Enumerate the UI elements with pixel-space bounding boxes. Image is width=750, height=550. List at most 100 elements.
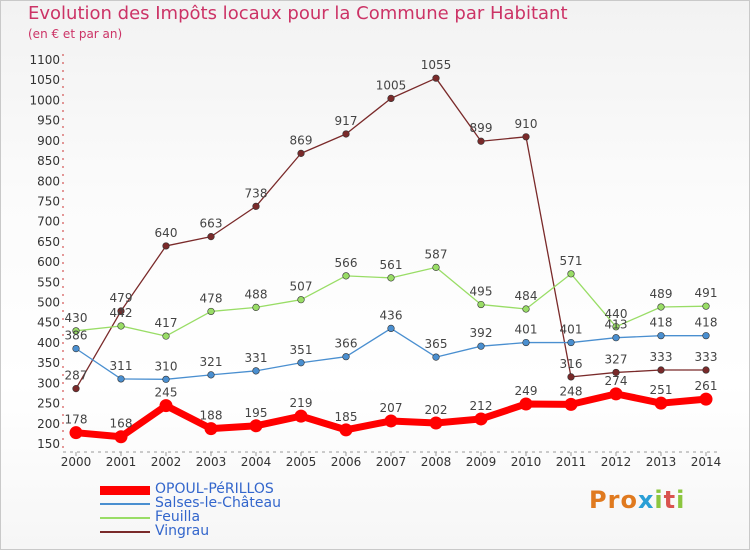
legend-swatch xyxy=(100,486,150,495)
data-label: 478 xyxy=(200,291,223,305)
x-tick-label: 2002 xyxy=(151,455,182,469)
data-label: 571 xyxy=(560,254,583,268)
data-point xyxy=(387,324,395,332)
data-label: 310 xyxy=(155,359,178,373)
series-lines xyxy=(69,74,713,444)
data-label: 219 xyxy=(290,396,313,410)
data-point xyxy=(342,353,350,361)
data-point xyxy=(519,397,533,411)
data-label: 195 xyxy=(245,406,268,420)
data-point xyxy=(342,272,350,280)
x-tick-label: 2009 xyxy=(466,455,497,469)
axes: 150 200 250 300 350 400 450 500 550 600 650 700 750 8… xyxy=(29,53,721,469)
y-tick-label: 450 xyxy=(37,316,60,330)
data-point xyxy=(252,367,260,375)
data-point xyxy=(72,345,80,353)
data-label: 386 xyxy=(65,329,88,343)
data-point xyxy=(384,414,398,428)
x-tick-label: 2012 xyxy=(601,455,632,469)
data-point xyxy=(657,332,665,340)
data-label: 436 xyxy=(380,308,403,322)
data-point xyxy=(522,338,530,347)
data-label: 249 xyxy=(515,384,538,398)
y-tick-label: 300 xyxy=(37,376,60,390)
data-point xyxy=(567,270,575,278)
chart-subtitle: (en € et par an) xyxy=(28,27,123,41)
data-point xyxy=(252,202,260,210)
x-tick-label: 2001 xyxy=(106,455,137,469)
data-point xyxy=(294,409,308,423)
data-point xyxy=(477,137,485,145)
x-tick-label: 2008 xyxy=(421,455,452,469)
data-point xyxy=(702,332,710,340)
data-point xyxy=(72,385,80,393)
data-point xyxy=(702,366,710,374)
y-tick-label: 950 xyxy=(37,114,60,128)
data-point xyxy=(522,305,530,313)
data-label: 440 xyxy=(605,307,628,321)
data-point xyxy=(339,423,353,437)
logo-letter: P xyxy=(589,486,608,514)
x-tick-label: 2010 xyxy=(511,455,542,469)
legend-swatch xyxy=(100,503,150,505)
logo-letter: o xyxy=(620,486,638,514)
data-label: 917 xyxy=(335,114,358,128)
y-tick-label: 600 xyxy=(37,255,60,269)
logo-letter: r xyxy=(607,486,621,514)
data-point xyxy=(69,426,83,440)
data-label: 418 xyxy=(650,316,673,330)
data-label: 417 xyxy=(155,316,178,330)
data-point xyxy=(162,375,170,383)
data-point xyxy=(204,422,218,436)
data-label: 489 xyxy=(650,287,673,301)
data-label: 488 xyxy=(245,287,268,301)
x-tick-label: 2011 xyxy=(556,455,587,469)
data-point xyxy=(249,419,263,433)
data-labels: 287 479 640 663 738 869 917 1005 1055 899 910 316 32… xyxy=(65,58,718,431)
data-point xyxy=(342,130,350,138)
data-point xyxy=(387,274,395,282)
legend-label: Vingrau xyxy=(155,523,210,539)
data-label: 1005 xyxy=(376,78,407,92)
logo-letter: i xyxy=(676,486,686,514)
legend-swatch xyxy=(100,517,150,519)
y-tick-label: 750 xyxy=(37,194,60,208)
data-label: 333 xyxy=(695,350,718,364)
legend-item: Feuilla xyxy=(100,509,360,526)
y-tick-label: 350 xyxy=(37,356,60,370)
x-tick-label: 2013 xyxy=(646,455,677,469)
data-point xyxy=(297,296,305,304)
data-point xyxy=(657,303,665,311)
y-tick-label: 200 xyxy=(37,417,60,431)
data-label: 248 xyxy=(560,384,583,398)
x-tick-label: 2005 xyxy=(286,455,317,469)
data-point xyxy=(207,233,215,241)
data-label: 287 xyxy=(65,369,88,383)
x-tick-label: 2006 xyxy=(331,455,362,469)
y-tick-label: 250 xyxy=(37,397,60,411)
data-label: 418 xyxy=(695,316,718,330)
data-label: 495 xyxy=(470,285,493,299)
legend-item: Salses-le-Château xyxy=(100,495,360,512)
data-point xyxy=(699,392,713,406)
data-label: 351 xyxy=(290,343,313,357)
data-label: 561 xyxy=(380,258,403,272)
data-point xyxy=(162,332,170,340)
data-label: 188 xyxy=(200,409,223,423)
data-label: 566 xyxy=(335,256,358,270)
y-tick-label: 400 xyxy=(37,336,60,350)
proxiti-logo: Proxiti xyxy=(589,486,685,514)
data-label: 316 xyxy=(560,357,583,371)
data-point xyxy=(612,323,620,331)
logo-letter: t xyxy=(663,486,677,514)
legend-label: Feuilla xyxy=(155,509,201,525)
data-label: 261 xyxy=(695,379,718,393)
data-point xyxy=(162,242,170,250)
data-point xyxy=(429,416,443,430)
data-point xyxy=(72,327,80,335)
data-label: 185 xyxy=(335,410,358,424)
data-point xyxy=(477,342,485,350)
data-label: 507 xyxy=(290,280,313,294)
